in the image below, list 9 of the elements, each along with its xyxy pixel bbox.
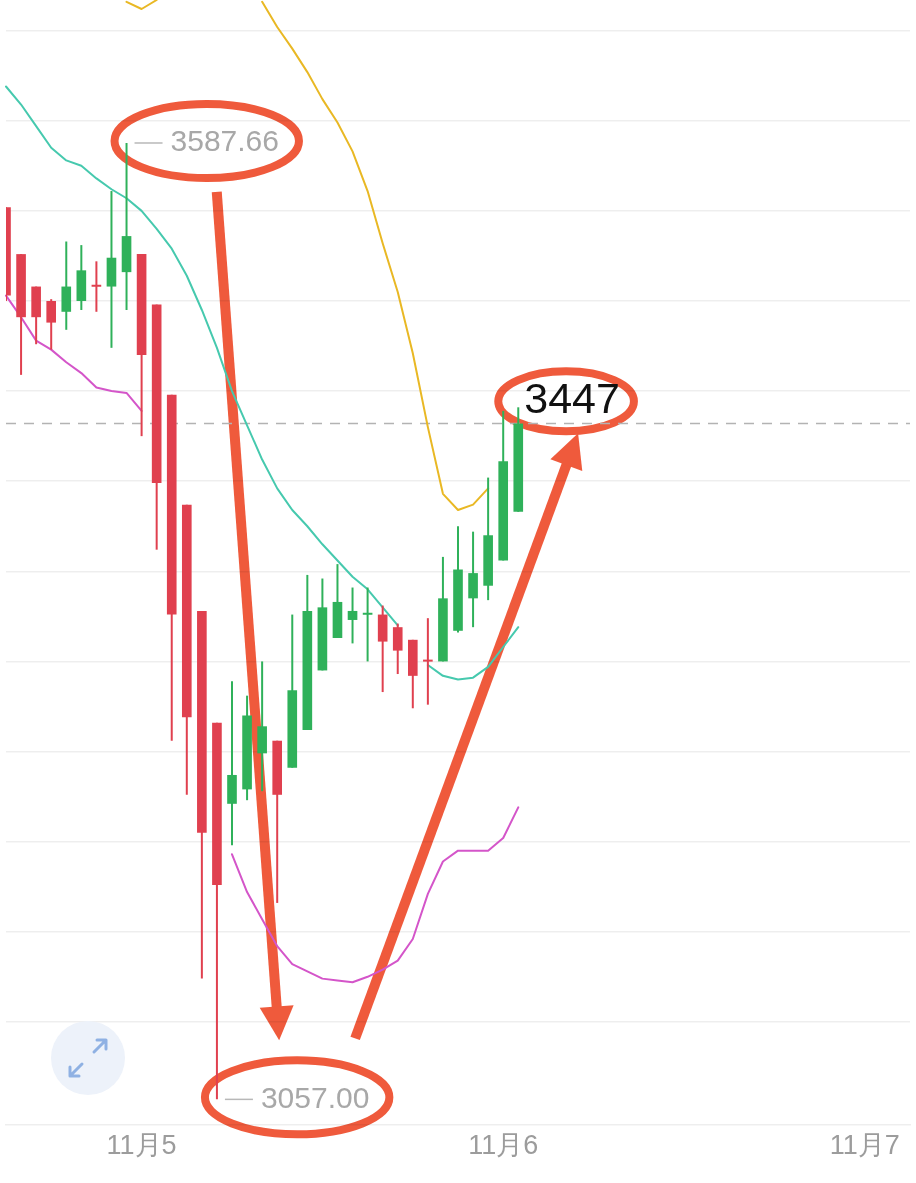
x-tick-label: 11月6 [468,1130,539,1161]
candlestick [362,587,373,662]
annotation: 3447 [524,374,620,423]
annotation: 3587.66 [170,124,279,158]
candlestick [423,618,433,705]
x-tick-label: 11月7 [829,1130,900,1161]
candlestick [91,261,102,312]
annotation: 3057.00 [260,1080,370,1114]
x-tick-label: 11月5 [106,1130,177,1161]
